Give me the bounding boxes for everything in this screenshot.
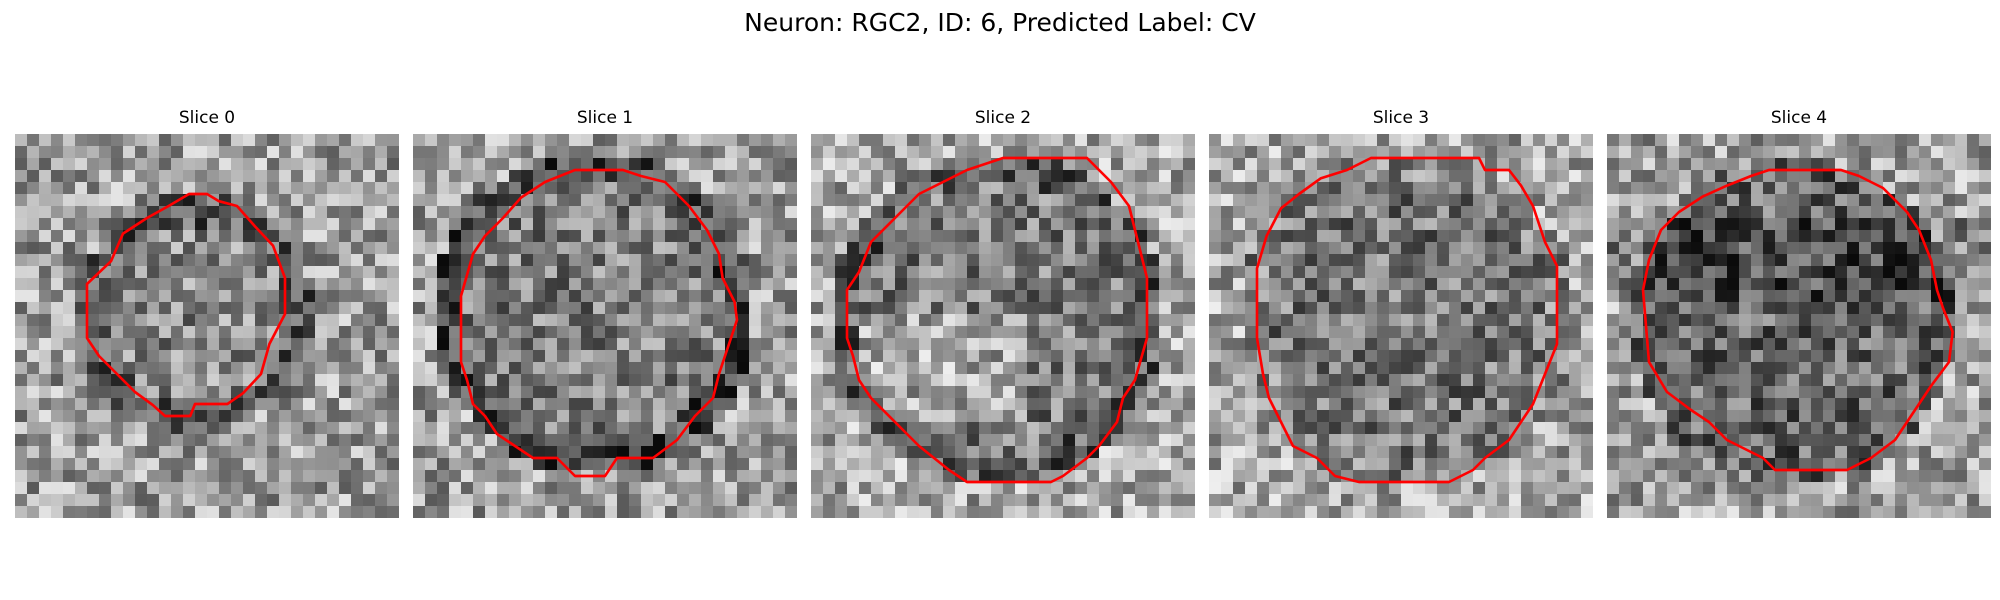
grayscale-pixels [15,134,399,518]
slice-label: Slice 2 [974,108,1032,128]
slice-image [413,134,797,518]
slice-image [811,134,1195,518]
slice-label: Slice 3 [1372,108,1430,128]
figure-title: Neuron: RGC2, ID: 6, Predicted Label: CV [744,8,1256,37]
grayscale-pixels [1607,134,1991,518]
slice-image [1607,134,1991,518]
slice-image [1209,134,1593,518]
slice-label: Slice 4 [1770,108,1828,128]
grayscale-pixels [413,134,797,518]
neuron-contour [1641,168,1954,472]
grayscale-pixels [811,134,1195,518]
neuron-contour [459,168,739,478]
slice-image [15,134,399,518]
slice-label: Slice 1 [576,108,634,128]
neuron-contour [845,156,1149,484]
neuron-contour [1255,156,1559,484]
slice-label: Slice 0 [178,108,236,128]
grayscale-pixels [1209,134,1593,518]
neuron-contour [85,192,287,418]
